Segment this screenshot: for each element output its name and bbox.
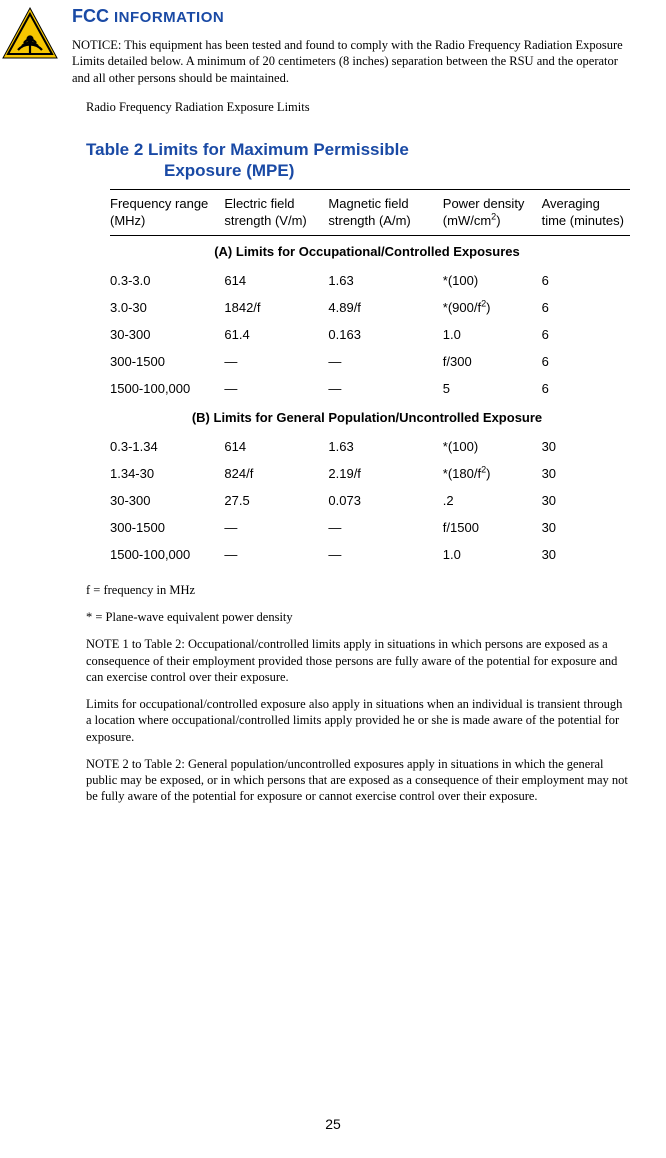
table-row: 1500-100,000——56: [110, 375, 630, 402]
page-number: 25: [0, 1116, 666, 1132]
table-row: 3.0-301842/f4.89/f*(900/f2)6: [110, 294, 630, 321]
table-row: 1.34-30824/f2.19/f*(180/f2)30: [110, 460, 630, 487]
table-section-b: (B) Limits for General Population/Uncont…: [110, 402, 630, 433]
table-title-line2: Exposure (MPE): [86, 160, 630, 181]
mpe-table: Frequency range (MHz) Electric field str…: [110, 189, 630, 568]
section-title: FCC INFORMATION: [72, 6, 630, 27]
col-averaging: Averaging time (minutes): [542, 190, 630, 236]
table-section-a: (A) Limits for Occupational/Controlled E…: [110, 235, 630, 267]
table-row: 1500-100,000——1.030: [110, 541, 630, 568]
col-electric: Electric field strength (V/m): [224, 190, 328, 236]
col-magnetic: Magnetic field strength (A/m): [328, 190, 442, 236]
table-row: 300-1500——f/3006: [110, 348, 630, 375]
rf-warning-icon: [0, 6, 60, 67]
table-row: 30-30061.40.1631.06: [110, 321, 630, 348]
table-row: 30-30027.50.073.230: [110, 487, 630, 514]
col-frequency: Frequency range (MHz): [110, 190, 224, 236]
note-frequency: f = frequency in MHz: [86, 582, 630, 598]
note-planewave: * = Plane-wave equivalent power density: [86, 609, 630, 625]
title-main: FCC: [72, 6, 114, 26]
table-row: 0.3-1.346141.63*(100)30: [110, 433, 630, 460]
table-notes: f = frequency in MHz * = Plane-wave equi…: [86, 582, 630, 805]
table-row: 0.3-3.06141.63*(100)6: [110, 267, 630, 294]
table-title-line1: Table 2 Limits for Maximum Permissible: [86, 140, 409, 159]
table-title: Table 2 Limits for Maximum Permissible E…: [86, 139, 630, 182]
note-1: NOTE 1 to Table 2: Occupational/controll…: [86, 636, 630, 685]
subheading: Radio Frequency Radiation Exposure Limit…: [86, 100, 630, 115]
note-2: NOTE 2 to Table 2: General population/un…: [86, 756, 630, 805]
title-caps: INFORMATION: [114, 9, 224, 26]
note-transient: Limits for occupational/controlled expos…: [86, 696, 630, 745]
table-header-row: Frequency range (MHz) Electric field str…: [110, 190, 630, 236]
notice-text: NOTICE: This equipment has been tested a…: [72, 37, 630, 86]
col-power: Power density (mW/cm2): [443, 190, 542, 236]
table-row: 300-1500——f/150030: [110, 514, 630, 541]
